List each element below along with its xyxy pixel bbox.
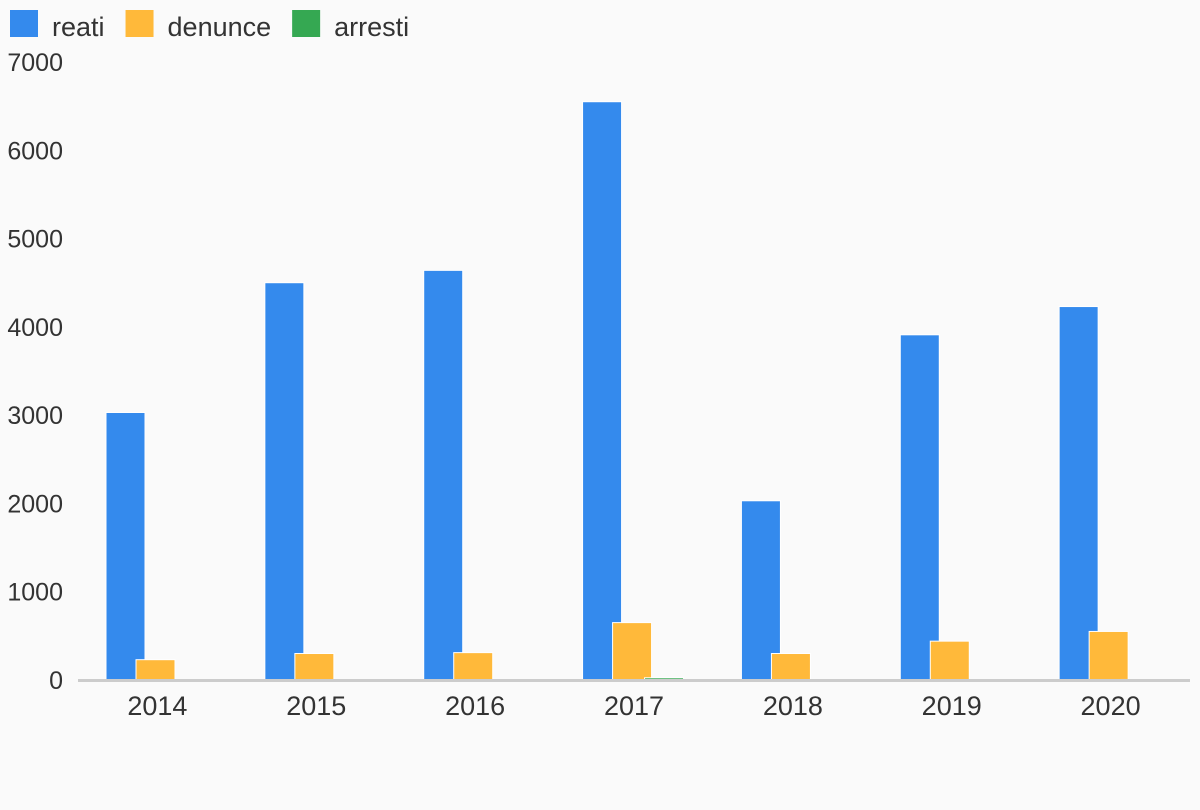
x-axis: 2014 2015 2016 2017 2018 2019 2020 (127, 691, 1140, 721)
legend-swatch-denunce (125, 10, 154, 37)
y-tick-label-3000: 3000 (7, 402, 63, 430)
legend-label-reati: reati (52, 12, 105, 42)
y-tick-label-4000: 4000 (7, 314, 63, 342)
bar-denunce-2020 (1088, 630, 1129, 681)
legend: reati denunce arresti (10, 10, 409, 42)
bar-denunce-2014 (135, 659, 176, 681)
bar-reati-2019 (899, 334, 940, 681)
y-tick-label-1000: 1000 (7, 579, 63, 607)
x-tick-label-2016: 2016 (445, 691, 505, 721)
bar-reati-2017 (582, 101, 623, 681)
y-tick-label-6000: 6000 (7, 137, 63, 165)
bar-reati-2014 (105, 411, 146, 681)
bar-reati-2016 (423, 269, 464, 681)
y-axis: 0 1000 2000 3000 4000 5000 6000 7000 (7, 49, 63, 695)
bars (105, 101, 1161, 681)
x-tick-label-2017: 2017 (604, 691, 664, 721)
y-tick-label-2000: 2000 (7, 490, 63, 518)
bar-denunce-2015 (294, 653, 335, 681)
x-tick-label-2015: 2015 (286, 691, 346, 721)
bar-denunce-2016 (453, 652, 494, 681)
y-tick-label-7000: 7000 (7, 49, 63, 77)
bar-reati-2015 (264, 282, 305, 681)
legend-swatch-reati (10, 10, 38, 37)
x-tick-label-2020: 2020 (1081, 691, 1141, 721)
x-tick-label-2019: 2019 (922, 691, 982, 721)
legend-label-arresti: arresti (334, 12, 409, 42)
legend-swatch-arresti (292, 10, 321, 37)
x-tick-label-2014: 2014 (127, 691, 187, 721)
bar-reati-2020 (1058, 306, 1099, 681)
y-tick-label-5000: 5000 (7, 226, 63, 254)
bar-denunce-2019 (929, 640, 970, 681)
bar-reati-2018 (740, 500, 781, 681)
x-tick-label-2018: 2018 (763, 691, 823, 721)
legend-label-denunce: denunce (168, 12, 272, 42)
bar-denunce-2018 (770, 653, 811, 681)
y-tick-label-0: 0 (49, 667, 63, 695)
bar-denunce-2017 (612, 622, 653, 681)
